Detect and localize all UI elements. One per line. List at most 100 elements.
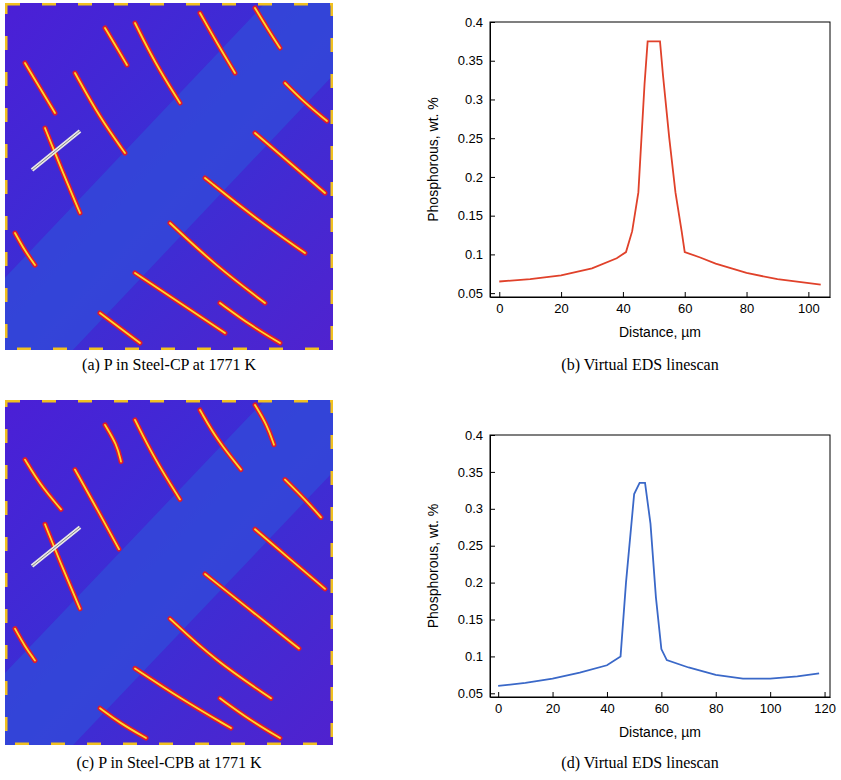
plot-area xyxy=(499,41,820,284)
linescan-marker-core xyxy=(32,131,80,170)
segregation-core xyxy=(200,13,235,73)
segregation-core xyxy=(285,480,321,518)
segregation-streak xyxy=(105,425,121,462)
tick-mark xyxy=(490,138,495,139)
plot-area xyxy=(498,483,819,686)
segregation-core xyxy=(100,708,146,738)
tick-mark xyxy=(490,620,495,621)
tick: 0.35 xyxy=(458,53,495,68)
tick-label: 0.1 xyxy=(465,649,483,664)
segregation-core xyxy=(255,133,325,193)
x-axis-title: Distance, µm xyxy=(619,324,701,340)
segregation-streak xyxy=(135,23,180,103)
segregation-core xyxy=(15,629,35,661)
segregation-core xyxy=(200,410,241,470)
segregation-streak xyxy=(255,405,274,445)
segregation-core xyxy=(285,83,327,121)
tick-label: 100 xyxy=(798,301,820,316)
tick: 120 xyxy=(814,692,836,716)
tick: 0 xyxy=(495,692,502,716)
tick-label: 0.05 xyxy=(458,286,483,301)
linescan-line xyxy=(499,41,820,284)
segregation-streak xyxy=(135,420,180,500)
tick-mark xyxy=(490,177,495,178)
segregation-streak xyxy=(200,13,235,73)
tick-mark xyxy=(490,216,495,217)
figure: (a) P in Steel-CP at 1771 K0204060801000… xyxy=(0,0,841,780)
segregation-streak xyxy=(205,574,299,649)
linescan-marker xyxy=(32,131,80,170)
tick-mark xyxy=(685,292,686,297)
tick-label: 0.25 xyxy=(458,538,483,553)
tick-label: 0 xyxy=(495,701,502,716)
tick-mark xyxy=(553,692,554,697)
tick: 0.25 xyxy=(458,131,495,146)
x-axis: 0 20 40 60 80 100 xyxy=(491,292,831,316)
tick-label: 40 xyxy=(600,701,614,716)
segregation-core xyxy=(255,529,325,589)
segregation-core xyxy=(15,233,35,265)
tick: 100 xyxy=(760,692,782,716)
caption: (b) Virtual EDS linescan xyxy=(561,356,718,374)
plot-frame xyxy=(490,22,830,297)
tick: 0.15 xyxy=(458,208,495,223)
caption: (c) P in Steel-CPB at 1771 K xyxy=(76,754,262,772)
tick-label: 0.15 xyxy=(458,208,483,223)
segregation-streak xyxy=(255,529,325,589)
segregation-core xyxy=(45,128,80,213)
segregation-streak xyxy=(255,133,325,193)
tick-label: 40 xyxy=(616,301,630,316)
tick-label: 60 xyxy=(655,701,669,716)
tick: 60 xyxy=(678,292,692,316)
tick: 0.05 xyxy=(458,286,495,301)
tick-label: 100 xyxy=(760,701,782,716)
tick: 80 xyxy=(709,692,723,716)
dendrite-band xyxy=(5,3,333,350)
tick-mark xyxy=(661,692,662,697)
segregation-streak xyxy=(135,668,231,728)
tick-label: 0.35 xyxy=(458,465,483,480)
segregation-core xyxy=(100,313,140,343)
tick-label: 0.3 xyxy=(465,501,483,516)
segregation-streak xyxy=(105,28,127,65)
tick-mark xyxy=(490,546,495,547)
segregation-streak xyxy=(45,128,80,213)
segregation-streak xyxy=(205,178,305,253)
segregation-streak xyxy=(170,619,271,699)
y-axis-title: Phosphorous, wt. % xyxy=(425,97,441,222)
segregation-streak xyxy=(25,460,61,510)
tick-mark xyxy=(490,509,495,510)
x-axis-title: Distance, µm xyxy=(619,724,701,740)
tick-label: 0 xyxy=(496,301,503,316)
tick-mark xyxy=(770,692,771,697)
tick: 0.05 xyxy=(458,686,495,701)
segregation-core xyxy=(220,698,280,738)
segregation-core xyxy=(45,524,80,609)
tick-mark xyxy=(561,292,562,297)
tick: 80 xyxy=(740,292,754,316)
field-edge xyxy=(6,401,332,744)
tick-mark xyxy=(825,692,826,697)
segregation-core xyxy=(75,470,119,550)
tick-label: 0.1 xyxy=(465,247,483,262)
tick: 0.25 xyxy=(458,538,495,553)
segregation-core xyxy=(205,574,299,649)
tick-label: 80 xyxy=(740,301,754,316)
y-axis: 0.050.10.150.20.250.30.350.4 xyxy=(458,428,495,701)
segregation-streak xyxy=(75,73,125,153)
tick-mark xyxy=(490,293,495,294)
tick-mark xyxy=(607,692,608,697)
segregation-core xyxy=(105,425,121,462)
tick-mark xyxy=(716,692,717,697)
segregation-core xyxy=(220,303,280,343)
caption: (d) Virtual EDS linescan xyxy=(561,754,718,772)
dendrite-band xyxy=(5,400,333,745)
segregation-core xyxy=(255,8,280,48)
tick-label: 0.15 xyxy=(458,612,483,627)
y-axis: 0.050.10.150.20.250.30.350.4 xyxy=(458,15,495,301)
segregation-streak xyxy=(220,303,280,343)
tick-label: 120 xyxy=(814,701,836,716)
tick-mark xyxy=(490,583,495,584)
tick-label: 20 xyxy=(554,301,568,316)
tick-mark xyxy=(490,472,495,473)
